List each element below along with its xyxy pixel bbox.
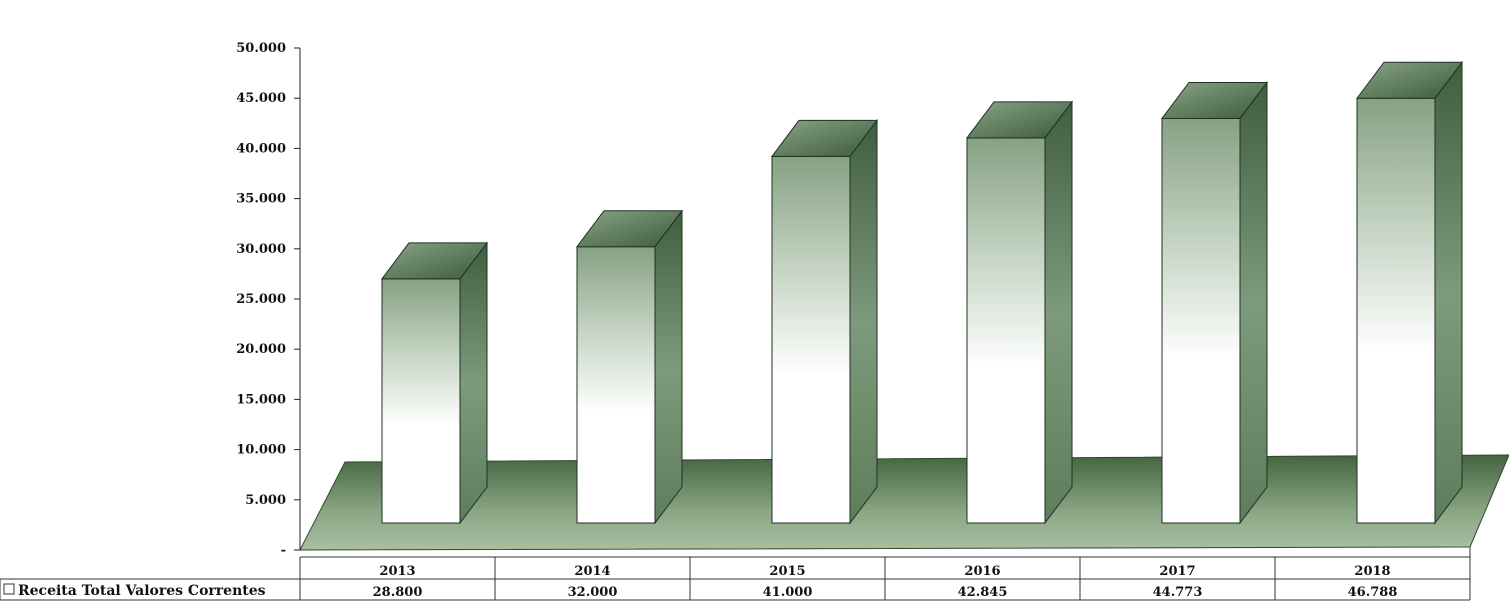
data-value-label: 44.773 bbox=[1153, 585, 1203, 600]
y-tick-label: 5.000 bbox=[245, 493, 286, 508]
y-tick-label: - bbox=[281, 543, 286, 558]
y-tick-label: 45.000 bbox=[236, 91, 286, 106]
x-tick-label: 2016 bbox=[964, 564, 1000, 579]
data-value-label: 46.788 bbox=[1348, 585, 1398, 600]
x-tick-label: 2015 bbox=[769, 564, 805, 579]
legend-label: Receita Total Valores Correntes bbox=[18, 583, 266, 599]
bar-side bbox=[459, 241, 488, 525]
bar-top bbox=[576, 210, 683, 248]
bar-front bbox=[576, 246, 656, 524]
y-tick-label: 15.000 bbox=[236, 392, 286, 407]
bar-top bbox=[966, 101, 1073, 139]
x-tick-label: 2017 bbox=[1159, 564, 1195, 579]
bar-front bbox=[771, 155, 851, 524]
y-tick-label: 25.000 bbox=[236, 292, 286, 307]
legend-swatch bbox=[3, 583, 15, 595]
bars bbox=[380, 60, 1463, 525]
bar-2016 bbox=[966, 100, 1073, 525]
y-tick-label: 30.000 bbox=[236, 242, 286, 257]
x-tick-label: 2018 bbox=[1354, 564, 1390, 579]
bar-2018 bbox=[1356, 60, 1463, 525]
y-tick-label: 10.000 bbox=[236, 443, 286, 458]
bar-front bbox=[1356, 97, 1436, 524]
x-tick-label: 2013 bbox=[379, 564, 415, 579]
bar-side bbox=[1239, 80, 1268, 525]
data-value-label: 32.000 bbox=[568, 585, 618, 600]
y-tick-label: 35.000 bbox=[236, 192, 286, 207]
bar-top bbox=[1356, 61, 1463, 99]
bar-top bbox=[771, 119, 878, 157]
data-value-label: 41.000 bbox=[763, 585, 813, 600]
bar-front bbox=[966, 137, 1046, 524]
bar-side bbox=[1044, 100, 1073, 525]
bar-side bbox=[1434, 60, 1463, 525]
data-value-label: 28.800 bbox=[373, 585, 423, 600]
bar-front bbox=[1161, 117, 1241, 524]
y-tick-label: 50.000 bbox=[236, 41, 286, 56]
bar-top bbox=[380, 242, 489, 280]
x-tick-label: 2014 bbox=[574, 564, 610, 579]
bar-front bbox=[381, 278, 461, 524]
bar-2013 bbox=[380, 241, 489, 525]
data-table: Receita Total Valores Correntes 2013 2014… bbox=[0, 547, 1471, 601]
y-axis: - 5.000 10.000 15.000 20.000 25.000 30.000 35.0… bbox=[236, 41, 300, 558]
bar-side bbox=[849, 118, 878, 525]
bar-top bbox=[1161, 81, 1268, 119]
y-tick-label: 20.000 bbox=[236, 342, 286, 357]
data-value-label: 42.845 bbox=[958, 585, 1008, 600]
bar-side bbox=[654, 209, 683, 525]
y-tick-label: 40.000 bbox=[236, 141, 286, 156]
bar-2017 bbox=[1161, 80, 1268, 525]
bar-2014 bbox=[576, 209, 683, 525]
bar-2015 bbox=[771, 118, 878, 525]
